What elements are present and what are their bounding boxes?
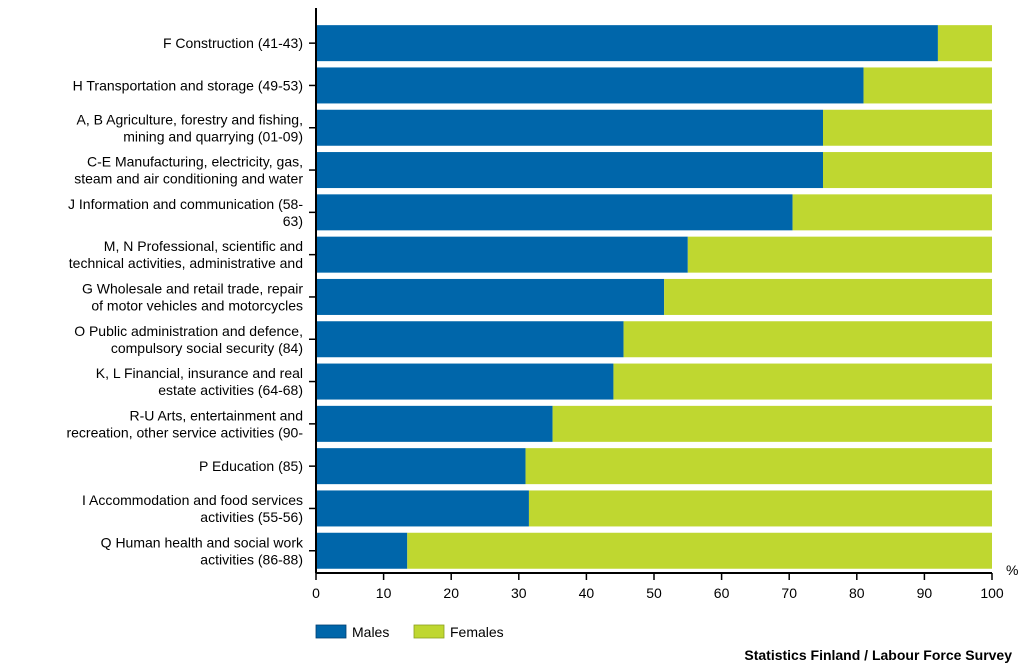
bar-females-10: [525, 448, 992, 485]
bar-females-5: [687, 236, 992, 273]
category-label-line: O Public administration and defence,: [74, 323, 303, 339]
category-label-4: J Information and communication (58-63): [68, 196, 303, 229]
category-label-line: P Education (85): [199, 458, 303, 474]
category-label-line: estate activities (64-68): [158, 382, 303, 398]
legend-swatch-females: [413, 624, 445, 639]
category-label-line: F Construction (41-43): [163, 35, 303, 51]
category-label-12: Q Human health and social work activities…: [101, 534, 304, 567]
category-label-8: K, L Financial, insurance and real estate…: [96, 365, 303, 398]
legend-label-males: Males: [352, 624, 389, 640]
x-tick-label-100: 100: [980, 585, 1004, 601]
bar-females-12: [407, 532, 992, 569]
category-label-line: technical activities, administrative and: [69, 255, 303, 271]
category-label-line: G Wholesale and retail trade, repair: [82, 280, 303, 296]
bar-males-6: [316, 278, 665, 315]
bar-females-4: [792, 194, 992, 231]
x-tick-label-90: 90: [917, 585, 933, 601]
bar-females-1: [863, 67, 992, 104]
category-label-10: P Education (85): [199, 458, 303, 474]
legend-swatch-males: [315, 624, 347, 639]
bar-females-7: [623, 321, 992, 358]
legend: Males Females: [315, 624, 504, 640]
bar-females-9: [552, 405, 992, 442]
bar-males-4: [316, 194, 793, 231]
bar-females-6: [664, 278, 992, 315]
category-label-6: G Wholesale and retail trade, repair of m…: [82, 280, 303, 313]
category-label-line: 63): [283, 213, 303, 229]
bar-males-3: [316, 152, 823, 189]
category-label-3: C-E Manufacturing, electricity, gas, stea…: [74, 154, 303, 187]
x-tick-label-50: 50: [646, 585, 662, 601]
x-tick-label-60: 60: [714, 585, 730, 601]
category-label-line: compulsory social security (84): [111, 340, 303, 356]
bars-layer: [316, 25, 992, 569]
bar-males-0: [316, 25, 938, 62]
bar-females-3: [823, 152, 992, 189]
x-unit-label: %: [1006, 562, 1018, 578]
bar-males-11: [316, 490, 529, 527]
x-tick-label-30: 30: [511, 585, 527, 601]
bar-females-11: [528, 490, 992, 527]
category-label-2: A, B Agriculture, forestry and fishing, m…: [77, 111, 303, 144]
category-label-line: of motor vehicles and motorcycles: [91, 297, 303, 313]
category-label-line: K, L Financial, insurance and real: [96, 365, 303, 381]
category-label-line: J Information and communication (58-: [68, 196, 303, 212]
bar-males-5: [316, 236, 688, 273]
category-label-line: mining and quarrying (01-09): [123, 128, 303, 144]
axes-layer: 0 10 20 30 40 50 60 70 80 90 100%: [309, 8, 1018, 601]
category-label-line: recreation, other service activities (90…: [66, 424, 303, 440]
category-label-line: R-U Arts, entertainment and: [129, 407, 303, 423]
category-label-1: H Transportation and storage (49-53): [73, 77, 303, 93]
category-label-line: steam and air conditioning and water: [74, 171, 303, 187]
bar-males-12: [316, 532, 408, 569]
category-label-line: C-E Manufacturing, electricity, gas,: [87, 154, 303, 170]
category-label-11: I Accommodation and food services activit…: [82, 492, 303, 525]
category-labels: F Construction (41-43) H Transportation a…: [66, 35, 304, 567]
category-label-line: activities (55-56): [200, 509, 303, 525]
bar-females-0: [937, 25, 992, 62]
bar-males-10: [316, 448, 526, 485]
x-tick-label-40: 40: [579, 585, 595, 601]
category-label-9: R-U Arts, entertainment and recreation, o…: [66, 407, 303, 440]
x-tick-label-70: 70: [781, 585, 797, 601]
category-label-line: H Transportation and storage (49-53): [73, 77, 303, 93]
category-label-line: M, N Professional, scientific and: [104, 238, 303, 254]
category-label-line: Q Human health and social work: [101, 534, 304, 550]
category-label-line: activities (86-88): [200, 551, 303, 567]
bar-males-2: [316, 109, 823, 146]
category-label-line: I Accommodation and food services: [82, 492, 303, 508]
legend-label-females: Females: [450, 624, 504, 640]
x-tick-label-10: 10: [376, 585, 392, 601]
source-note: Statistics Finland / Labour Force Survey: [744, 647, 1012, 663]
bar-males-8: [316, 363, 614, 400]
category-label-0: F Construction (41-43): [163, 35, 303, 51]
category-label-7: O Public administration and defence, comp…: [74, 323, 303, 356]
category-label-5: M, N Professional, scientific and technic…: [69, 238, 303, 271]
bar-females-2: [823, 109, 992, 146]
bar-males-1: [316, 67, 864, 104]
bar-males-9: [316, 405, 553, 442]
x-tick-label-80: 80: [849, 585, 865, 601]
bar-males-7: [316, 321, 624, 358]
x-tick-label-0: 0: [312, 585, 320, 601]
bar-females-8: [613, 363, 992, 400]
x-tick-label-20: 20: [443, 585, 459, 601]
category-label-line: A, B Agriculture, forestry and fishing,: [77, 111, 303, 127]
